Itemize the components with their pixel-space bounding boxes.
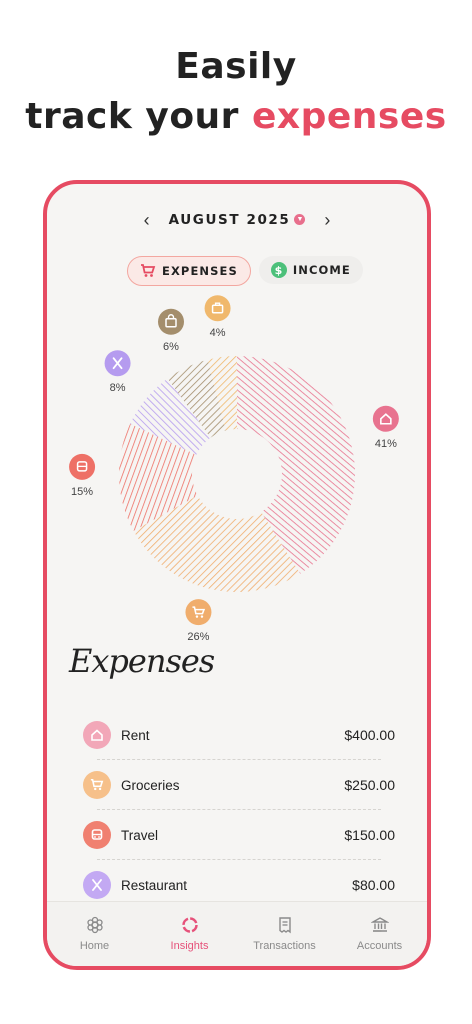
home-hex-icon bbox=[86, 916, 103, 934]
expense-amount: $150.00 bbox=[344, 827, 395, 843]
prev-month-icon[interactable]: ‹ bbox=[143, 209, 150, 230]
donut-slice-rent[interactable] bbox=[237, 356, 356, 574]
expense-name: Travel bbox=[121, 827, 159, 843]
headline-line-2: track your expenses bbox=[0, 92, 472, 142]
tab-label: Home bbox=[79, 940, 110, 952]
donut-slice-groceries[interactable] bbox=[133, 495, 301, 592]
expense-amount: $80.00 bbox=[352, 877, 395, 893]
dollar-icon: $ bbox=[270, 262, 287, 278]
month-label: AUGUST 2025 bbox=[168, 212, 291, 228]
bottom-tab-bar: Home Insights Transactions Accounts bbox=[47, 901, 427, 966]
cart-icon bbox=[83, 771, 111, 799]
slice-percent-label: 26% bbox=[187, 631, 209, 643]
expenses-toggle-button[interactable]: EXPENSES bbox=[127, 256, 251, 286]
bank-icon bbox=[370, 917, 389, 932]
expense-row-restaurant[interactable]: Restaurant $80.00 bbox=[83, 860, 395, 910]
month-selector: ‹ AUGUST 2025 ▼ › bbox=[47, 208, 427, 232]
expense-name: Rent bbox=[121, 727, 150, 743]
headline-prefix: track your bbox=[25, 96, 252, 137]
headline-line-1: Easily bbox=[175, 46, 297, 87]
insights-ring-icon bbox=[181, 917, 198, 933]
tab-label: Transactions bbox=[253, 940, 316, 952]
chevron-down-icon: ▼ bbox=[294, 214, 306, 226]
headline-accent: expenses bbox=[251, 96, 447, 137]
home-icon bbox=[372, 405, 399, 432]
bus-icon bbox=[69, 453, 96, 480]
tab-label: Insights bbox=[170, 940, 209, 952]
expense-row-groceries[interactable]: Groceries $250.00 bbox=[83, 760, 395, 810]
donut-slice-travel[interactable] bbox=[119, 423, 198, 531]
income-toggle-button[interactable]: $ INCOME bbox=[258, 256, 363, 284]
month-picker[interactable]: AUGUST 2025 ▼ bbox=[169, 211, 306, 229]
bus-icon bbox=[83, 821, 111, 849]
home-icon bbox=[83, 721, 111, 749]
slice-percent-label: 8% bbox=[110, 382, 126, 394]
income-toggle-label: INCOME bbox=[292, 263, 351, 277]
receipt-icon bbox=[278, 917, 291, 934]
expense-name: Groceries bbox=[121, 777, 180, 793]
expense-name: Restaurant bbox=[121, 877, 188, 893]
expenses-title: Expenses bbox=[69, 642, 215, 680]
expenses-donut-chart: 41% 26% 15% 8% 6% 4% bbox=[69, 295, 399, 643]
briefcase-icon bbox=[204, 295, 231, 322]
donut-slice-shopping[interactable] bbox=[167, 359, 226, 438]
donut-slice-restaurant[interactable] bbox=[130, 378, 211, 455]
slice-percent-label: 4% bbox=[210, 327, 226, 339]
expense-amount: $400.00 bbox=[344, 727, 395, 743]
cart-icon bbox=[141, 264, 156, 277]
tab-accounts[interactable]: Accounts bbox=[332, 902, 427, 966]
tab-insights[interactable]: Insights bbox=[142, 902, 237, 966]
promo-headline: Easily track your expenses bbox=[0, 42, 472, 142]
slice-percent-label: 15% bbox=[71, 486, 93, 498]
donut-slice-other[interactable] bbox=[207, 356, 237, 431]
svg-text:$: $ bbox=[274, 264, 283, 276]
expenses-toggle-label: EXPENSES bbox=[162, 264, 238, 278]
tab-home[interactable]: Home bbox=[47, 902, 142, 966]
fork-knife-icon bbox=[104, 350, 131, 377]
next-month-icon[interactable]: › bbox=[324, 209, 331, 230]
phone-frame: ‹ AUGUST 2025 ▼ › EXPENSES $ INCOME 41% 26… bbox=[43, 180, 431, 970]
expense-row-travel[interactable]: Travel $150.00 bbox=[83, 810, 395, 860]
expenses-list: Rent $400.00 Groceries $250.00 Travel $1… bbox=[83, 710, 395, 910]
expense-amount: $250.00 bbox=[344, 777, 395, 793]
type-toggle: EXPENSES $ INCOME bbox=[127, 256, 363, 286]
tab-transactions[interactable]: Transactions bbox=[237, 902, 332, 966]
slice-percent-label: 6% bbox=[163, 341, 179, 353]
expense-row-rent[interactable]: Rent $400.00 bbox=[83, 710, 395, 760]
fork-knife-icon bbox=[83, 871, 111, 899]
cart-icon bbox=[185, 599, 212, 626]
shopping-bag-icon bbox=[158, 308, 185, 335]
tab-label: Accounts bbox=[356, 940, 403, 952]
slice-percent-label: 41% bbox=[375, 438, 397, 450]
